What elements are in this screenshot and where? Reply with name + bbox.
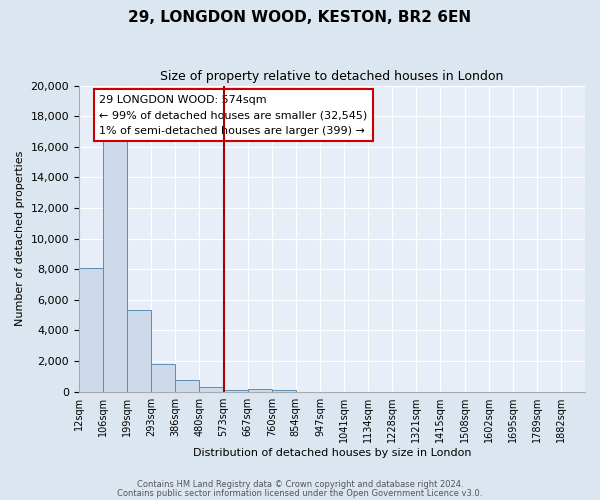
Bar (224, 390, 248, 392)
X-axis label: Distribution of detached houses by size in London: Distribution of detached houses by size … (193, 448, 471, 458)
Text: Contains HM Land Registry data © Crown copyright and database right 2024.: Contains HM Land Registry data © Crown c… (137, 480, 463, 489)
Text: 29, LONGDON WOOD, KESTON, BR2 6EN: 29, LONGDON WOOD, KESTON, BR2 6EN (128, 10, 472, 25)
Bar (248, 388, 272, 392)
Bar (127, 310, 151, 392)
Bar (103, 139, 127, 392)
Bar (199, 388, 224, 392)
Y-axis label: Number of detached properties: Number of detached properties (15, 151, 25, 326)
Bar (151, 364, 175, 392)
Bar (175, 380, 199, 392)
Text: 29 LONGDON WOOD: 574sqm
← 99% of detached houses are smaller (32,545)
1% of semi: 29 LONGDON WOOD: 574sqm ← 99% of detache… (99, 94, 367, 136)
Text: Contains public sector information licensed under the Open Government Licence v3: Contains public sector information licen… (118, 488, 482, 498)
Title: Size of property relative to detached houses in London: Size of property relative to detached ho… (160, 70, 503, 83)
Bar (79, 268, 103, 392)
Bar (272, 390, 296, 392)
